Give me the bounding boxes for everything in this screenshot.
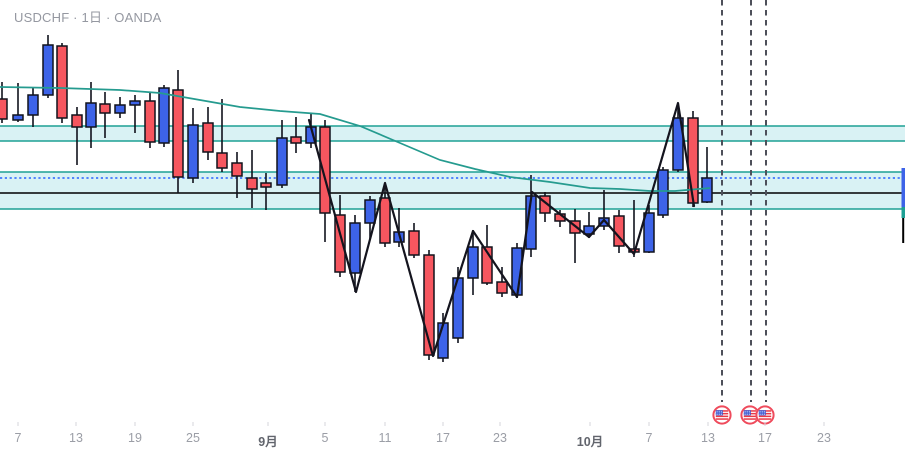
x-axis-tick: [17, 422, 19, 426]
candlestick: [598, 217, 610, 227]
candlestick: [643, 212, 655, 253]
x-axis-label: 23: [493, 431, 507, 445]
candlestick: [496, 281, 508, 294]
x-axis[interactable]: 7 13 19 25 9月 5 11 17 23 10月 7 13 17 23: [0, 422, 905, 449]
x-axis-label: 23: [817, 431, 831, 445]
candlestick: [12, 114, 24, 121]
candlestick: [231, 162, 243, 177]
zigzag-drawing[interactable]: [307, 101, 696, 358]
x-axis-label: 11: [378, 431, 392, 445]
x-axis-label: 13: [701, 431, 715, 445]
candlestick: [144, 100, 156, 143]
x-axis-tick: [267, 422, 269, 426]
candlestick: [56, 45, 68, 119]
candlestick: [27, 94, 39, 116]
edge-marker-wick: [902, 218, 905, 243]
economic-event-flag-us[interactable]: [712, 405, 732, 425]
x-axis-tick: [764, 422, 766, 426]
candlestick: [260, 182, 272, 188]
candlestick: [85, 102, 97, 128]
x-axis-tick: [384, 422, 386, 426]
x-axis-label: 7: [14, 431, 22, 445]
candlestick: [216, 152, 228, 169]
x-axis-label: 19: [128, 431, 142, 445]
candlestick: [481, 246, 493, 284]
candlestick: [158, 87, 170, 144]
x-axis-tick: [324, 422, 326, 426]
candlestick: [99, 103, 111, 114]
candlestick: [187, 124, 199, 179]
symbol-title[interactable]: USDCHF · 1日 · OANDA: [14, 10, 162, 25]
x-axis-label: 7: [645, 431, 653, 445]
candlestick: [349, 222, 361, 274]
x-axis-label: 13: [69, 431, 83, 445]
economic-event-flag-us[interactable]: [755, 405, 775, 425]
candlestick: [42, 44, 54, 96]
candlestick: [467, 246, 479, 279]
candlestick: [379, 197, 391, 244]
x-axis-tick: [442, 422, 444, 426]
candlestick: [334, 214, 346, 273]
candlestick: [701, 177, 713, 203]
edge-marker-band: [901, 207, 905, 218]
candlestick: [672, 117, 684, 171]
x-axis-tick: [75, 422, 77, 426]
candlestick: [71, 114, 83, 128]
x-axis-tick: [823, 422, 825, 426]
x-axis-label: 5: [321, 431, 329, 445]
x-axis-tick: [192, 422, 194, 426]
edge-marker-body: [901, 168, 905, 207]
x-axis-label: 9月: [258, 435, 278, 449]
candlestick: [246, 177, 258, 190]
x-axis-tick: [648, 422, 650, 426]
candlestick: [129, 100, 141, 106]
x-axis-label: 17: [758, 431, 772, 445]
candlestick: [408, 230, 420, 256]
candlestick: [202, 122, 214, 153]
candlestick: [657, 169, 669, 216]
candlestick: [539, 195, 551, 214]
x-axis-label: 25: [186, 431, 200, 445]
candlestick: [290, 136, 302, 144]
candlestick: [0, 98, 8, 120]
candlestick: [364, 199, 376, 224]
candlestick: [276, 137, 288, 186]
x-axis-tick: [589, 422, 591, 426]
candlestick: [114, 104, 126, 114]
x-axis-tick: [707, 422, 709, 426]
economic-event-flag-us[interactable]: [740, 405, 760, 425]
x-axis-tick: [499, 422, 501, 426]
x-axis-label: 17: [436, 431, 450, 445]
x-axis-tick: [134, 422, 136, 426]
ma-line: [0, 86, 711, 192]
candlestick: [319, 126, 331, 214]
x-axis-label: 10月: [576, 435, 604, 449]
candlestick: [423, 254, 435, 356]
candlestick: [172, 89, 184, 178]
